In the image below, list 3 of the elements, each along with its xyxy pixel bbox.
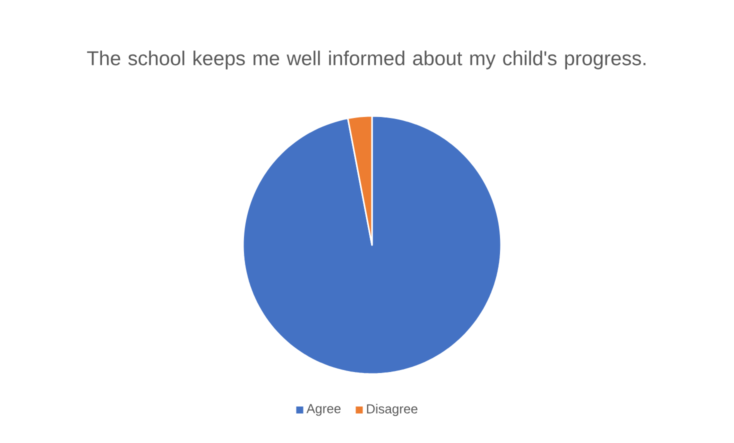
- legend-label: Disagree: [367, 404, 418, 416]
- chart-title: The school keeps me well informed about my child's progress.: [87, 50, 646, 70]
- legend-label: Agree: [306, 404, 341, 416]
